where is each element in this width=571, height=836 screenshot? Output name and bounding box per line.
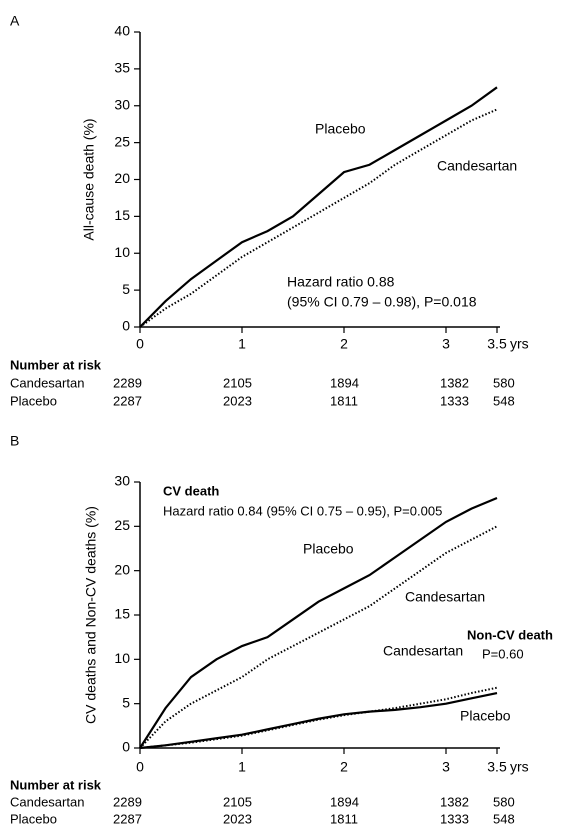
series-label: Placebo [315, 121, 366, 137]
x-tick-label: 3 [442, 336, 450, 352]
risk-value: 1333 [440, 811, 469, 826]
risk-value: 1894 [330, 375, 359, 390]
y-axis-label: CV deaths and Non-CV deaths (%) [83, 506, 99, 724]
x-tick-label: 2 [340, 759, 348, 775]
risk-value: 1811 [330, 811, 358, 826]
risk-value: 2287 [113, 811, 142, 826]
x-tick-label: 0 [136, 336, 144, 352]
survival-line [139, 525, 498, 749]
y-tick-label: 5 [122, 694, 130, 710]
risk-value: 1333 [440, 393, 469, 408]
x-tick-label: 0 [136, 759, 144, 775]
y-tick-label: 20 [114, 170, 130, 186]
x-unit: yrs [510, 759, 529, 775]
risk-value: 2023 [223, 811, 252, 826]
y-tick-label: 0 [122, 318, 130, 334]
x-tick-label: 3 [442, 759, 450, 775]
x-tick-label: 2 [340, 336, 348, 352]
risk-row-name: Candesartan [10, 794, 84, 809]
panel-label: A [10, 13, 20, 29]
risk-value: 2105 [223, 375, 252, 390]
risk-row-name: Placebo [10, 811, 57, 826]
risk-table-title: Number at risk [10, 777, 102, 792]
annotation: Hazard ratio 0.88 [287, 274, 395, 290]
risk-value: 2023 [223, 393, 252, 408]
risk-value: 2289 [113, 794, 142, 809]
risk-value: 2289 [113, 375, 142, 390]
annotation: P=0.60 [482, 646, 524, 661]
risk-value: 1382 [440, 375, 469, 390]
survival-line [139, 86, 498, 328]
risk-value: 548 [493, 393, 515, 408]
survival-line [139, 108, 498, 328]
y-tick-label: 40 [114, 23, 130, 39]
y-tick-label: 20 [114, 561, 130, 577]
y-tick-label: 25 [114, 133, 130, 149]
annotation: Non-CV death [467, 627, 553, 642]
series-label: Placebo [303, 541, 354, 557]
risk-table-title: Number at risk [10, 357, 102, 372]
y-tick-label: 30 [114, 473, 130, 489]
risk-value: 2287 [113, 393, 142, 408]
x-tick-label: 3.5 [487, 759, 507, 775]
annotation: Hazard ratio 0.84 (95% CI 0.75 – 0.95), … [163, 503, 442, 518]
risk-row-name: Placebo [10, 393, 57, 408]
risk-value: 1894 [330, 794, 359, 809]
series-label: Placebo [460, 708, 511, 724]
survival-line [139, 496, 498, 749]
survival-line [139, 691, 498, 750]
y-tick-label: 25 [114, 517, 130, 533]
y-tick-label: 5 [122, 281, 130, 297]
risk-value: 1811 [330, 393, 358, 408]
y-tick-label: 15 [114, 606, 130, 622]
risk-value: 2105 [223, 794, 252, 809]
series-label: Candesartan [437, 158, 517, 174]
annotation: (95% CI 0.79 – 0.98), P=0.018 [287, 294, 477, 310]
x-unit: yrs [510, 336, 529, 352]
risk-value: 580 [493, 794, 515, 809]
x-tick-label: 1 [238, 759, 246, 775]
y-tick-label: 35 [114, 60, 130, 76]
y-tick-label: 10 [114, 244, 130, 260]
risk-value: 1382 [440, 794, 469, 809]
y-tick-label: 30 [114, 96, 130, 112]
y-tick-label: 0 [122, 739, 130, 755]
risk-value: 548 [493, 811, 515, 826]
y-tick-label: 10 [114, 650, 130, 666]
risk-row-name: Candesartan [10, 375, 84, 390]
y-tick-label: 15 [114, 207, 130, 223]
x-tick-label: 3.5 [487, 336, 507, 352]
risk-value: 580 [493, 375, 515, 390]
y-axis-label: All-cause death (%) [81, 118, 97, 240]
x-tick-label: 1 [238, 336, 246, 352]
series-label: Candesartan [383, 643, 463, 659]
panel-label: B [10, 433, 19, 449]
series-label: Candesartan [405, 589, 485, 605]
annotation: CV death [163, 483, 219, 498]
